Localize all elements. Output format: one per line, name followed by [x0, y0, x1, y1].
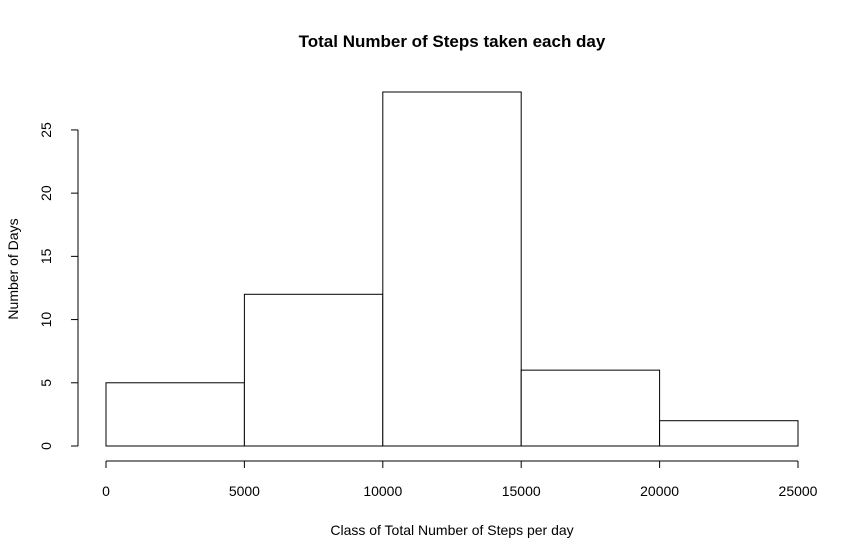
y-axis-label: Number of Days: [5, 218, 21, 319]
x-axis: 0 5000 10000 15000 20000 25000: [102, 460, 818, 499]
x-tick-label-1: 5000: [229, 483, 260, 499]
x-tick-label-2: 10000: [363, 483, 402, 499]
histogram-bar-4: [520, 369, 661, 447]
y-tick-label-1: 5: [38, 379, 54, 387]
histogram-bar-1: [105, 382, 245, 447]
x-axis-label: Class of Total Number of Steps per day: [330, 522, 573, 538]
y-tick-label-4: 20: [38, 185, 54, 201]
y-axis: 0 5 10 15 20 25: [38, 122, 79, 450]
x-tick-label-0: 0: [102, 483, 110, 499]
y-tick-label-5: 25: [38, 122, 54, 138]
y-tick-label-3: 15: [38, 248, 54, 264]
chart-title: Total Number of Steps taken each day: [299, 32, 606, 51]
x-tick-label-5: 25000: [779, 483, 818, 499]
bars-layer: [105, 91, 799, 447]
histogram-bar-2: [243, 293, 384, 447]
x-tick-label-3: 15000: [502, 483, 541, 499]
x-tick-label-4: 20000: [640, 483, 679, 499]
histogram-bar-5: [659, 420, 799, 447]
y-tick-label-2: 10: [38, 312, 54, 328]
y-tick-label-0: 0: [38, 442, 54, 450]
histogram-bar-3: [382, 91, 522, 447]
